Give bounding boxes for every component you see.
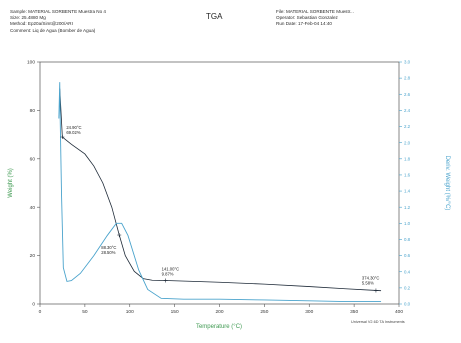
size-line: Size: 25.4880 Mg <box>10 15 46 21</box>
sample-line: Sample: MATERIAL SORBENTE Muestra No 4 <box>10 9 106 14</box>
y2-tick-label: 1.8 <box>404 156 411 161</box>
y-tick-label: 0 <box>32 302 35 308</box>
x-tick-label: 400 <box>395 309 403 315</box>
x-tick-label: 300 <box>305 309 313 315</box>
x-axis-ticks: 0 50 100 150 200 250 300 350 400 <box>39 304 403 315</box>
y-tick-label: 20 <box>30 253 36 259</box>
plot-frame <box>39 61 400 305</box>
y2-axis-label: Deriv. Weight (%/°C) <box>444 156 450 211</box>
y2-tick-label: 3.0 <box>404 60 411 65</box>
annotation-label: 5.58% <box>362 281 374 286</box>
y-tick-label: 60 <box>30 156 36 162</box>
annotation-label: 141.00°C <box>162 267 180 272</box>
annotation-label: 374.30°C <box>362 275 380 280</box>
operator-line: Operator: Sebastian Gonzalez <box>276 15 338 21</box>
annotation-layer: 24.90°C69.02% 88.30°C28.50% 141.00°C9.87% 3… <box>60 125 380 293</box>
y2-tick-label: 0.8 <box>404 237 411 242</box>
y2-tick-label: 2.4 <box>404 108 411 113</box>
annotation-label: 24.90°C <box>66 125 81 130</box>
method-line: Method: Ep20a/Simt@200/ARI <box>10 21 73 27</box>
comment-line: Comment: Liq de Agua (Bomber de Agua) <box>10 27 96 33</box>
run-info: File: MATERIAL SORBENTE Muestr... Operat… <box>276 9 354 28</box>
sample-info: Sample: MATERIAL SORBENTE Muestra No 4 S… <box>10 9 106 34</box>
y2-tick-label: 0.0 <box>404 302 411 307</box>
x-tick-label: 350 <box>350 309 358 315</box>
file-line: File: MATERIAL SORBENTE Muestr... <box>276 9 354 14</box>
run-date-line: Run Date: 17-Feb-04 14:40 <box>276 21 332 27</box>
y-tick-label: 100 <box>27 60 35 66</box>
instrument-footer: Universal V2.6D TA Instruments <box>351 320 405 324</box>
annotation-label: 28.50% <box>101 250 115 255</box>
x-tick-label: 0 <box>39 309 42 315</box>
y2-tick-label: 1.0 <box>404 221 411 226</box>
series-layer <box>58 82 382 303</box>
annotation-label: 88.30°C <box>101 245 116 250</box>
y2-axis-ticks: 0.0 0.2 0.4 0.6 0.8 1.0 1.2 1.4 1.6 1.8 2.0 2.2 2.4 2… <box>399 60 411 307</box>
x-tick-label: 150 <box>171 309 179 315</box>
x-tick-label: 250 <box>260 309 268 315</box>
chart-title: TGA <box>206 12 223 21</box>
y2-tick-label: 0.4 <box>404 269 411 274</box>
y-axis-label: Weight (%) <box>8 168 14 198</box>
x-axis-label: Temperature (°C) <box>196 324 242 330</box>
y2-tick-label: 2.6 <box>404 92 411 97</box>
y2-tick-label: 1.4 <box>404 189 411 194</box>
weight-line <box>59 88 382 292</box>
x-tick-label: 100 <box>126 309 134 315</box>
y2-tick-label: 2.8 <box>404 76 411 81</box>
deriv-weight-line <box>58 82 382 303</box>
annotation-label: 9.87% <box>162 272 174 277</box>
y2-tick-label: 2.2 <box>404 124 411 129</box>
y2-tick-label: 1.2 <box>404 205 411 210</box>
x-tick-label: 50 <box>82 309 88 315</box>
x-tick-label: 200 <box>215 309 223 315</box>
y-tick-label: 40 <box>30 205 36 211</box>
y-tick-label: 80 <box>30 108 36 114</box>
y2-tick-label: 1.6 <box>404 173 411 178</box>
y2-tick-label: 0.6 <box>404 253 411 258</box>
y2-tick-label: 2.0 <box>404 140 411 145</box>
annotation-label: 69.02% <box>66 130 80 135</box>
y-axis-ticks: 0 20 40 60 80 100 <box>27 60 40 308</box>
y2-tick-label: 0.2 <box>404 285 411 290</box>
